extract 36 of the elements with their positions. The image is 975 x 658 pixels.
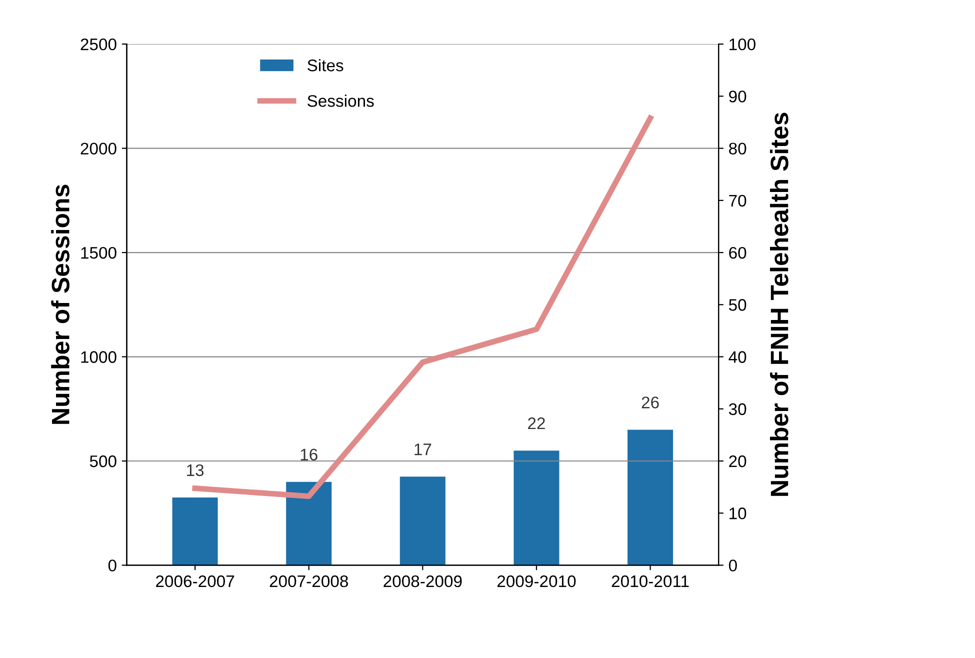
y2-tick-label: 70: [729, 194, 746, 207]
data-label: 13: [187, 464, 204, 476]
y2-tick-label: 40: [728, 351, 746, 363]
y2-tick-label: 0: [728, 560, 737, 572]
y-axis-title: Number of Sessions: [51, 184, 70, 424]
legend-label: Sessions: [308, 94, 374, 107]
y2-tick-label: 100: [730, 38, 756, 50]
y-tick-label: 0: [108, 560, 116, 572]
y-tick-label: 2000: [80, 142, 116, 155]
data-label: 17: [414, 444, 432, 456]
bar: [514, 450, 560, 566]
x-tick-label: 2006-2007: [156, 575, 234, 588]
y-tick-label: 1000: [81, 351, 116, 363]
bar: [172, 497, 218, 566]
y2-axis-title: Number of FNIH Telehealth Sites: [770, 112, 788, 496]
x-tick-label: 2009-2010: [497, 575, 576, 588]
bar: [400, 476, 446, 566]
y2-tick-label: 80: [729, 142, 746, 155]
y2-tick-label: 10: [730, 508, 746, 520]
y2-tick-label: 20: [729, 455, 746, 468]
data-label: 16: [300, 448, 318, 460]
y2-tick-label: 50: [728, 299, 746, 311]
x-tick-label: 2007-2008: [270, 575, 348, 588]
y2-tick-label: 60: [729, 246, 746, 259]
y-tick-label: 500: [90, 455, 116, 468]
bar: [628, 430, 674, 566]
y-tick-label: 1500: [81, 246, 116, 259]
x-tick-label: 2008-2009: [384, 575, 462, 588]
x-tick-label: 2010-2011: [612, 575, 689, 588]
data-label: 26: [642, 396, 659, 408]
y2-tick-label: 90: [729, 90, 746, 102]
legend-label: Sites: [308, 59, 344, 72]
bar: [286, 482, 332, 566]
y-tick-label: 2500: [80, 38, 116, 50]
y2-tick-label: 30: [728, 403, 746, 416]
data-label: 22: [528, 417, 545, 430]
